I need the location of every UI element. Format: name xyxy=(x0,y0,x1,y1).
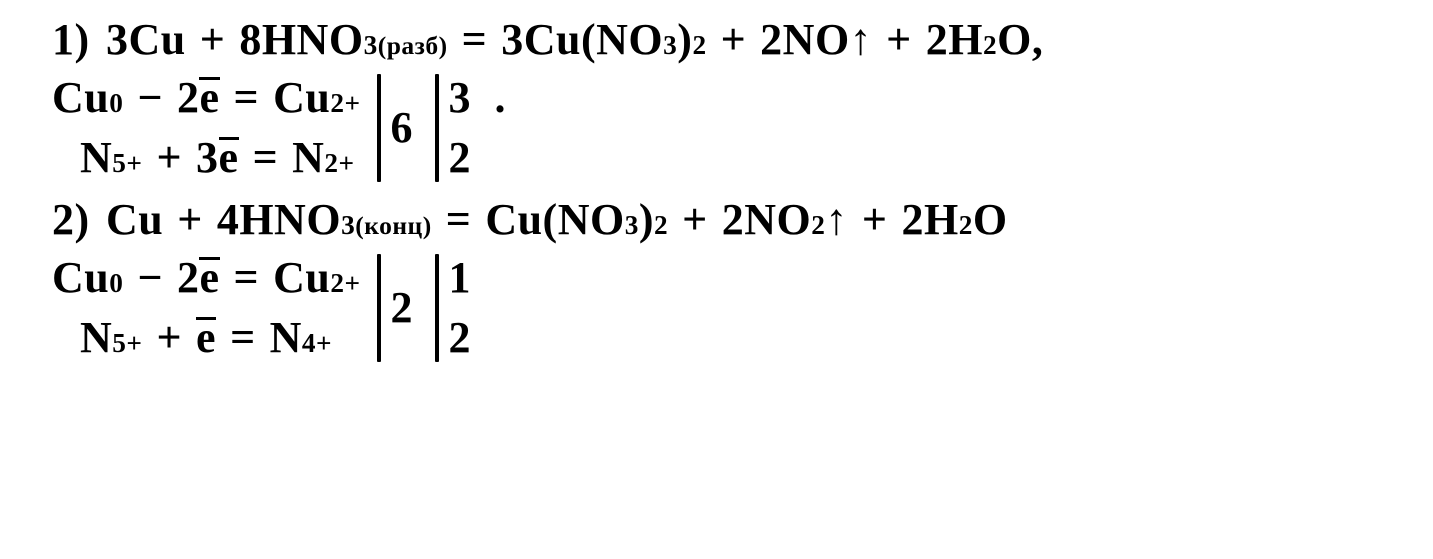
up-arrow-icon: ↑ xyxy=(850,18,873,62)
eq1-rhs-t3-sym: H xyxy=(948,18,983,62)
eq2-reduction: N5+ + e = N4+ xyxy=(52,316,361,360)
plus: + xyxy=(156,316,182,360)
eq1-rhs-t1-sym: Cu(NO xyxy=(524,18,663,62)
eq2-oxidation: Cu0 − 2e = Cu2+ xyxy=(52,256,361,300)
eq1-half-reactions: Cu0 − 2e = Cu2+ N5+ + 3e = N2+ xyxy=(52,68,361,188)
eq2-ox-species-l: Cu xyxy=(52,256,109,300)
eq2-rhs-t3-tailsym: O xyxy=(973,198,1008,242)
plus: + xyxy=(886,18,912,62)
electron-bar-icon: e xyxy=(196,316,216,360)
eq1-lcm: 6 xyxy=(391,106,419,150)
eq1-red-ecoef: 3 xyxy=(196,136,219,180)
eq2-mult-top: 1 xyxy=(449,256,477,300)
eq1-reduction: N5+ + 3e = N2+ xyxy=(52,136,361,180)
plus: + xyxy=(862,198,888,242)
eq: = xyxy=(446,198,472,242)
eq2-lhs-t2-sym: HNO xyxy=(239,198,341,242)
eq1-red-species-r: N xyxy=(292,136,324,180)
eq2-lhs-t2-coef: 4 xyxy=(217,198,240,242)
eq2-ox-ecoef: 2 xyxy=(177,256,200,300)
eq1-ox-species-l: Cu xyxy=(52,76,109,120)
vertical-bar-icon xyxy=(377,254,381,362)
minus: − xyxy=(137,256,163,300)
eq1-lhs-t1-sym: Cu xyxy=(129,18,186,62)
eq1-red-species-l: N xyxy=(80,136,112,180)
eq1-lhs-t2-sym: HNO xyxy=(262,18,364,62)
eq: = xyxy=(234,76,260,120)
eq1-lhs-t1-coef: 3 xyxy=(106,18,129,62)
eq2-rhs-t3-coef: 2 xyxy=(901,198,924,242)
plus: + xyxy=(177,198,203,242)
vertical-bar-icon xyxy=(435,254,439,362)
plus: + xyxy=(156,136,182,180)
eq2-rhs-t2-coef: 2 xyxy=(722,198,745,242)
eq1-ox-ecoef: 2 xyxy=(177,76,200,120)
vertical-bar-icon xyxy=(435,74,439,182)
plus: + xyxy=(721,18,747,62)
eq1-rhs-t1-tail: ) xyxy=(677,18,692,62)
up-arrow-icon: ↑ xyxy=(825,198,848,242)
eq2-electron-balance: Cu0 − 2e = Cu2+ N5+ + e = N4+ 2 1 2 xyxy=(52,248,1433,368)
eq1-rhs-t3-tailsym: O xyxy=(997,18,1032,62)
eq: = xyxy=(230,316,256,360)
eq: = xyxy=(462,18,488,62)
eq2-lcm: 2 xyxy=(391,286,419,330)
eq: = xyxy=(234,256,260,300)
eq1-rhs-t1-coef: 3 xyxy=(501,18,524,62)
eq2-multipliers-col: 1 2 xyxy=(449,248,477,368)
eq1-ox-species-r: Cu xyxy=(273,76,330,120)
eq2-half-reactions: Cu0 − 2e = Cu2+ N5+ + e = N4+ xyxy=(52,248,361,368)
chemistry-equations-block: 1) 3Cu + 8HNO3(разб) = 3Cu(NO3)2 + 2NO↑ … xyxy=(0,0,1433,559)
eq2-rhs-t3-sym: H xyxy=(924,198,959,242)
eq2-rhs-t1-sym: Cu(NO xyxy=(485,198,624,242)
equation-1: 1) 3Cu + 8HNO3(разб) = 3Cu(NO3)2 + 2NO↑ … xyxy=(52,18,1433,62)
eq1-rhs-t2-coef: 2 xyxy=(760,18,783,62)
eq1-rhs-t2-sym: NO xyxy=(783,18,850,62)
eq2-rhs-t2-sym: NO xyxy=(744,198,811,242)
eq: = xyxy=(253,136,279,180)
plus: + xyxy=(200,18,226,62)
eq1-multipliers-col: 3 2 xyxy=(449,68,477,188)
eq1-lhs-t2-coef: 8 xyxy=(239,18,262,62)
eq1-electron-balance: Cu0 − 2e = Cu2+ N5+ + 3e = N2+ 6 3 2 . xyxy=(52,68,1433,188)
electron-bar-icon: e xyxy=(199,256,219,300)
eq1-mult-bot: 2 xyxy=(449,136,477,180)
eq1-rhs-t3-coef: 2 xyxy=(926,18,949,62)
equation-2: 2) Cu + 4HNO3(конц) = Cu(NO3)2 + 2NO2↑ +… xyxy=(52,198,1433,242)
eq1-trailing-comma: , xyxy=(1032,18,1044,62)
electron-bar-icon: e xyxy=(199,76,219,120)
eq2-rhs-t1-tail: ) xyxy=(639,198,654,242)
plus: + xyxy=(682,198,708,242)
eq1-label: 1) xyxy=(52,18,106,62)
vertical-bar-icon xyxy=(377,74,381,182)
eq2-label: 2) xyxy=(52,198,106,242)
eq2-lhs-t1-sym: Cu xyxy=(106,198,163,242)
eq1-oxidation: Cu0 − 2e = Cu2+ xyxy=(52,76,361,120)
eq2-mult-bot: 2 xyxy=(449,316,477,360)
electron-bar-icon: e xyxy=(219,136,239,180)
eq2-red-species-r: N xyxy=(270,316,302,360)
eq1-lcm-col: 6 xyxy=(391,98,419,158)
minus: − xyxy=(137,76,163,120)
eq1-period: . xyxy=(495,76,507,120)
eq2-ox-species-r: Cu xyxy=(273,256,330,300)
eq2-red-species-l: N xyxy=(80,316,112,360)
eq1-mult-top: 3 xyxy=(449,76,477,120)
eq2-lcm-col: 2 xyxy=(391,278,419,338)
